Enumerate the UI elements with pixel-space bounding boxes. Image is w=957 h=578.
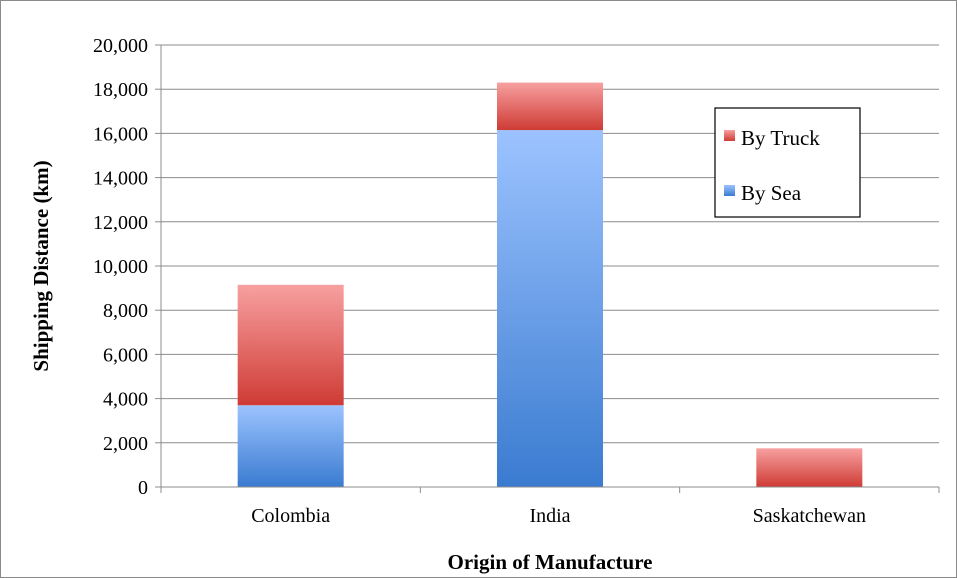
y-axis-title: Shipping Distance (km) xyxy=(29,160,53,371)
y-tick-label: 0 xyxy=(138,477,148,499)
legend-label-by-sea: By Sea xyxy=(741,181,802,205)
legend-label-by-truck: By Truck xyxy=(741,126,820,150)
legend-box xyxy=(714,107,861,218)
y-tick-label: 4,000 xyxy=(103,389,148,411)
bar-colombia-by-sea xyxy=(237,405,344,487)
axes xyxy=(155,44,940,493)
bars xyxy=(237,82,863,487)
y-tick-label: 20,000 xyxy=(93,35,148,57)
legend-swatch-by-sea xyxy=(724,185,735,196)
y-tick-label: 14,000 xyxy=(93,168,148,190)
y-tick-label: 8,000 xyxy=(103,300,148,322)
bar-india-by-truck xyxy=(497,82,603,131)
y-tick-label: 12,000 xyxy=(93,212,148,234)
x-axis-title: Origin of Manufacture xyxy=(448,550,653,574)
legend: By Truck By Sea xyxy=(714,107,861,218)
y-tick-label: 2,000 xyxy=(103,433,148,455)
axis-labels: 0 2,000 4,000 6,000 8,000 10,000 12,000 14,000 1… xyxy=(29,35,866,574)
legend-swatch-by-truck xyxy=(724,130,735,141)
y-tick-label: 10,000 xyxy=(93,256,148,278)
x-tick-label: Colombia xyxy=(251,505,330,527)
y-tick-label: 18,000 xyxy=(93,79,148,101)
x-tick-label: India xyxy=(529,505,570,527)
bar-india-by-sea xyxy=(497,130,603,487)
bar-saskatchewan-by-truck xyxy=(756,448,863,487)
bar-colombia-by-truck xyxy=(237,284,344,406)
y-tick-label: 16,000 xyxy=(93,123,148,145)
x-tick-label: Saskatchewan xyxy=(753,505,866,527)
y-tick-label: 6,000 xyxy=(103,344,148,366)
